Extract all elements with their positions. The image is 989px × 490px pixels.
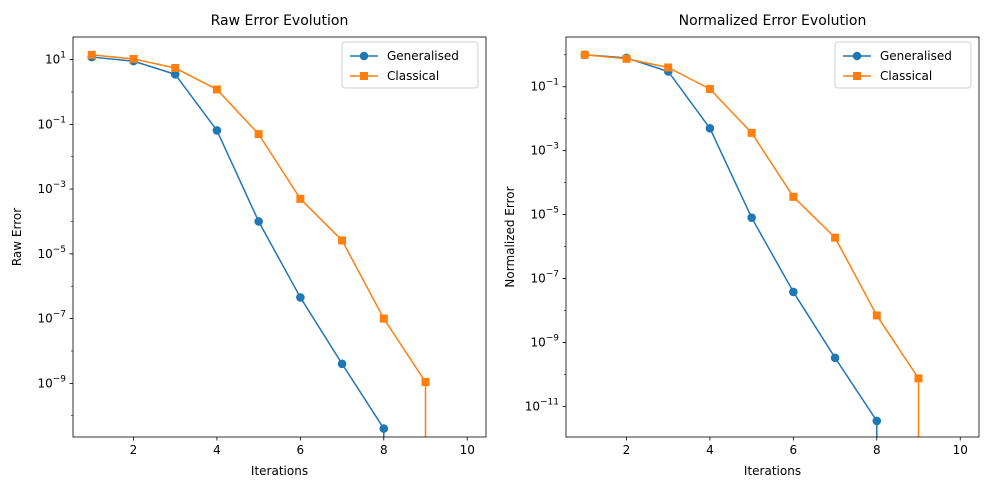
data-point-generalised — [789, 287, 798, 297]
y-axis-label: Raw Error — [10, 208, 24, 266]
series-line-generalised — [584, 54, 878, 437]
data-point-classical — [421, 378, 430, 387]
data-point-generalised — [830, 353, 840, 363]
y-tick-label: 10−7 — [530, 270, 559, 286]
x-tick-label: 10 — [460, 443, 475, 457]
y-tick-label: 10−11 — [525, 397, 559, 413]
chart-title: Raw Error Evolution — [211, 13, 349, 29]
plot-area — [580, 50, 923, 437]
y-tick-label: 10−1 — [530, 78, 559, 94]
y-tick-label: 10−9 — [37, 374, 66, 390]
data-point-classical — [705, 84, 714, 93]
x-tick-label: 4 — [706, 443, 714, 457]
x-tick-label: 8 — [380, 443, 388, 457]
legend-label-classical: Classical — [880, 69, 932, 83]
legend-marker-classical — [360, 72, 368, 80]
y-tick-label: 10−3 — [37, 180, 66, 196]
data-point-generalised — [747, 213, 756, 222]
data-point-generalised — [337, 359, 347, 369]
data-point-classical — [338, 236, 347, 245]
legend-label-classical: Classical — [387, 69, 439, 83]
x-axis-label: Iterations — [744, 464, 801, 478]
legend: Generalised Classical — [834, 41, 972, 89]
x-axis-label: Iterations — [251, 464, 308, 478]
data-point-classical — [872, 311, 881, 320]
y-tick-label: 10−9 — [530, 333, 559, 349]
data-point-classical — [296, 194, 305, 203]
data-point-classical — [789, 192, 798, 201]
data-point-classical — [747, 128, 756, 137]
x-tick-label: 10 — [953, 443, 968, 457]
legend-label-generalised: Generalised — [880, 49, 952, 63]
data-point-generalised — [872, 416, 882, 426]
series-line-classical — [584, 54, 920, 437]
data-point-generalised — [296, 293, 305, 302]
data-point-classical — [622, 54, 631, 63]
data-point-generalised — [379, 424, 389, 433]
data-point-classical — [87, 50, 96, 59]
data-point-classical — [831, 233, 840, 242]
y-tick-label: 10−5 — [37, 245, 66, 261]
data-point-classical — [379, 314, 388, 323]
chart-1: Raw Error Evolution 2 4 6 8 10 101 10−1 10−3 10−5… — [10, 13, 487, 478]
data-point-classical — [914, 374, 923, 383]
y-tick-label: 10−3 — [530, 142, 559, 158]
data-point-classical — [171, 64, 180, 73]
x-tick-label: 8 — [873, 443, 881, 457]
plot-frame — [72, 36, 487, 438]
plot-area — [87, 50, 430, 437]
y-tick-label: 101 — [45, 51, 66, 67]
data-point-classical — [580, 50, 589, 59]
plot-frame — [565, 36, 980, 438]
data-point-generalised — [254, 217, 263, 226]
data-point-classical — [212, 85, 221, 94]
x-tick-label: 6 — [790, 443, 798, 457]
legend: Generalised Classical — [341, 41, 479, 89]
series-line-classical — [91, 54, 427, 437]
legend-marker-classical — [853, 72, 861, 80]
legend-label-generalised: Generalised — [387, 49, 459, 63]
data-point-generalised — [170, 70, 180, 79]
legend-marker-generalised — [359, 51, 369, 61]
series-line-generalised — [91, 56, 385, 437]
x-tick-label: 4 — [213, 443, 221, 457]
data-point-generalised — [212, 126, 222, 135]
chart-title: Normalized Error Evolution — [679, 13, 867, 29]
data-point-classical — [129, 54, 138, 63]
x-tick-label: 2 — [130, 443, 138, 457]
data-point-generalised — [705, 124, 715, 133]
y-tick-label: 10−1 — [37, 115, 66, 131]
y-axis-label: Normalized Error — [503, 186, 517, 287]
x-tick-label: 2 — [623, 443, 631, 457]
data-point-classical — [254, 130, 263, 139]
x-tick-label: 6 — [297, 443, 305, 457]
chart-2: Normalized Error Evolution 2 4 6 8 10 10−1 10−3… — [503, 13, 980, 478]
legend-marker-generalised — [852, 51, 862, 61]
y-tick-label: 10−7 — [37, 310, 66, 326]
data-point-classical — [664, 63, 673, 72]
y-tick-label: 10−5 — [530, 206, 559, 222]
